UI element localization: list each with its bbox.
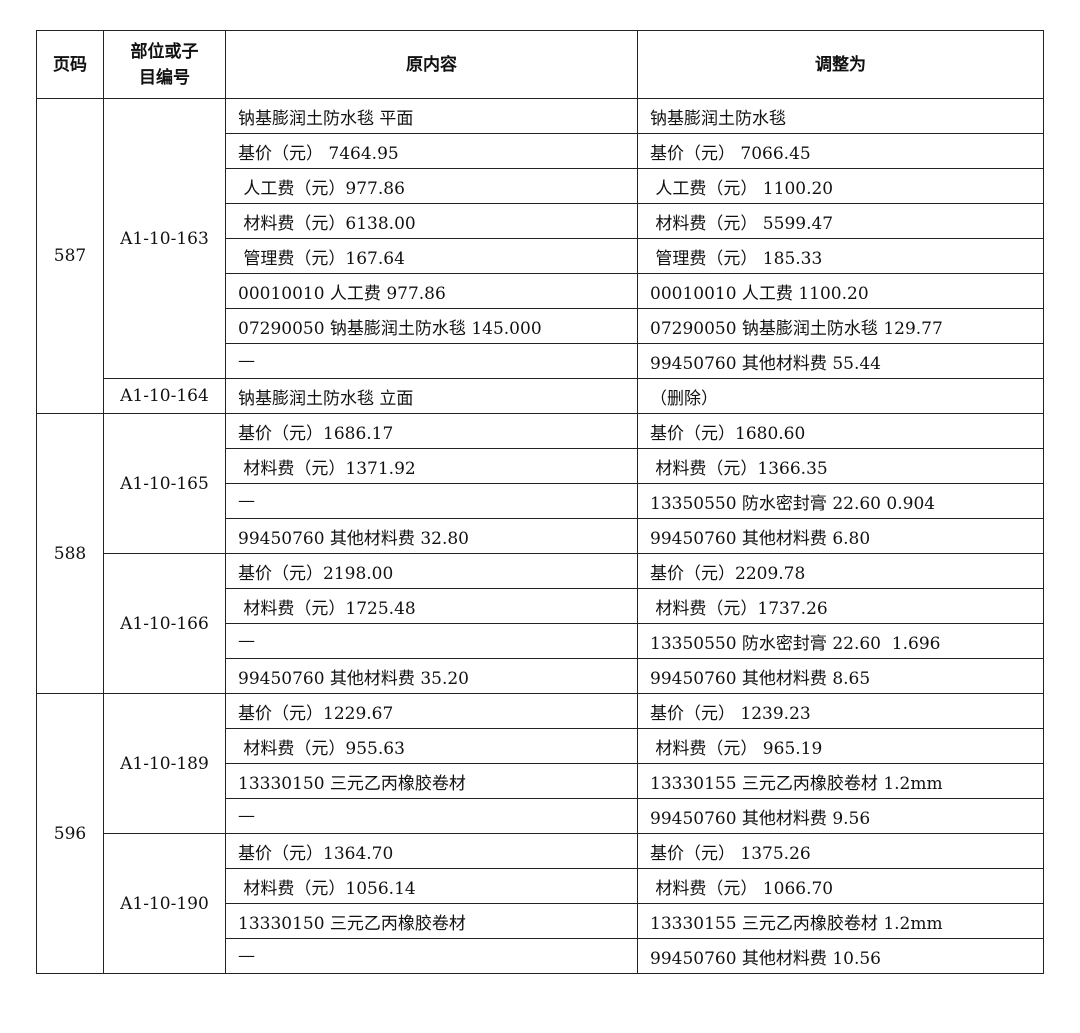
adjusted-content-cell: 99450760 其他材料费 10.56 [637,938,1044,974]
original-content-cell: 99450760 其他材料费 35.20 [225,658,638,694]
adjusted-content-cell: 管理费（元） 185.33 [637,238,1044,274]
header-code-text: 部位或子目编号 [130,41,199,88]
original-content-cell: 人工费（元）977.86 [225,168,638,204]
original-content-cell: — [225,483,638,519]
table-row: 人工费（元）977.86 人工费（元） 1100.20 [37,168,1044,204]
original-content-cell: 基价（元）1686.17 [225,413,638,449]
original-content-cell: 材料费（元）1056.14 [225,868,638,904]
adjusted-content-cell: 材料费（元） 965.19 [637,728,1044,764]
adjusted-content-cell: （删除） [637,378,1044,414]
adjusted-content-cell: 99450760 其他材料费 55.44 [637,343,1044,379]
original-content-cell: — [225,623,638,659]
page-number-cell: 588 [36,413,104,694]
adjusted-content-cell: 基价（元）2209.78 [637,553,1044,589]
adjusted-content-cell: 99450760 其他材料费 9.56 [637,798,1044,834]
item-code-cell: A1-10-165 [103,413,226,554]
header-code: 部位或子目编号 [103,30,226,99]
adjusted-content-cell: 13350550 防水密封膏 22.60 0.904 [637,483,1044,519]
adjusted-content-cell: 基价（元） 1375.26 [637,833,1044,869]
adjusted-content-cell: 基价（元） 7066.45 [637,133,1044,169]
item-code-cell: A1-10-190 [103,833,226,974]
adjusted-content-cell: 13330155 三元乙丙橡胶卷材 1.2mm [637,763,1044,799]
item-code-cell: A1-10-163 [103,98,226,379]
original-content-cell: 基价（元）2198.00 [225,553,638,589]
table-row: 13330150 三元乙丙橡胶卷材 13330155 三元乙丙橡胶卷材 1.2mm [37,903,1044,939]
original-content-cell: 00010010 人工费 977.86 [225,273,638,309]
table-row: 588 A1-10-165 基价（元）1686.17 基价（元）1680.60 [36,413,1044,694]
item-code-cell: A1-10-166 [103,553,226,694]
item-code-cell: A1-10-189 [103,693,226,834]
page-number-cell: 587 [36,98,104,414]
original-content-cell: 13330150 三元乙丙橡胶卷材 [225,763,638,799]
table-row: —99450760 其他材料费 10.56 [37,938,1044,974]
original-content-cell: 13330150 三元乙丙橡胶卷材 [225,903,638,939]
original-content-cell: 材料费（元）6138.00 [225,203,638,239]
adjusted-content-cell: 07290050 钠基膨润土防水毯 129.77 [637,308,1044,344]
adjusted-content-cell: 基价（元） 1239.23 [637,693,1044,729]
original-content-cell: — [225,343,638,379]
page-number-cell: 596 [36,693,104,974]
adjusted-content-cell: 材料费（元）1737.26 [637,588,1044,624]
adjusted-content-cell: 13330155 三元乙丙橡胶卷材 1.2mm [637,903,1044,939]
table-row: 99450760 其他材料费 32.80 99450760 其他材料费 6.80 [37,518,1044,554]
table-row: 管理费（元）167.64 管理费（元） 185.33 [37,238,1044,274]
original-content-cell: 材料费（元）1371.92 [225,448,638,484]
table-row: 13330150 三元乙丙橡胶卷材 13330155 三元乙丙橡胶卷材 1.2mm [37,763,1044,799]
original-content-cell: 基价（元）1364.70 [225,833,638,869]
table-row: 596 A1-10-189 基价（元）1229.67 基价（元） 1239.23 [36,693,1044,974]
table-row: 材料费（元）6138.00 材料费（元） 5599.47 [37,203,1044,239]
table-row: 材料费（元）1371.92 材料费（元）1366.35 [37,448,1044,484]
adjusted-content-cell: 人工费（元） 1100.20 [637,168,1044,204]
adjusted-content-cell: 99450760 其他材料费 8.65 [637,658,1044,694]
table-row: A1-10-190 基价（元）1364.70 基价（元） 1375.26 [37,833,1044,974]
table-row: 材料费（元）1725.48 材料费（元）1737.26 [37,588,1044,624]
header-original: 原内容 [225,30,638,99]
adjustment-table: 页码 部位或子目编号 原内容 调整为 587 A1-10-163 钠基膨润土防水毯 … [36,30,1044,974]
item-code-cell: A1-10-164 [103,378,226,414]
table-row: —13350550 防水密封膏 22.60 0.904 [37,483,1044,519]
original-content-cell: — [225,938,638,974]
table-row: 00010010 人工费 977.86 00010010 人工费 1100.20 [37,273,1044,309]
header-page: 页码 [36,30,104,99]
original-content-cell: 基价（元）1229.67 [225,693,638,729]
header-adjusted: 调整为 [637,30,1044,99]
adjusted-content-cell: 材料费（元） 5599.47 [637,203,1044,239]
table-row: A1-10-164 钠基膨润土防水毯 立面 （删除） [37,378,1044,414]
original-content-cell: 07290050 钠基膨润土防水毯 145.000 [225,308,638,344]
adjusted-content-cell: 00010010 人工费 1100.20 [637,273,1044,309]
table-row: 基价（元） 7464.95 基价（元） 7066.45 [37,133,1044,169]
adjusted-content-cell: 钠基膨润土防水毯 [637,98,1044,134]
table-row: —99450760 其他材料费 9.56 [37,798,1044,834]
original-content-cell: 钠基膨润土防水毯 平面 [225,98,638,134]
table-row: 587 A1-10-163 钠基膨润土防水毯 平面 钠基膨润土防水毯 [36,98,1044,414]
original-content-cell: 材料费（元）1725.48 [225,588,638,624]
adjusted-content-cell: 材料费（元）1366.35 [637,448,1044,484]
adjusted-content-cell: 13350550 防水密封膏 22.60 1.696 [637,623,1044,659]
original-content-cell: 钠基膨润土防水毯 立面 [225,378,638,414]
adjusted-content-cell: 99450760 其他材料费 6.80 [637,518,1044,554]
original-content-cell: 基价（元） 7464.95 [225,133,638,169]
table-row: 07290050 钠基膨润土防水毯 145.000 07290050 钠基膨润土防… [37,308,1044,344]
original-content-cell: — [225,798,638,834]
header-row: 页码 部位或子目编号 原内容 调整为 [36,30,1044,99]
original-content-cell: 材料费（元）955.63 [225,728,638,764]
adjusted-content-cell: 基价（元）1680.60 [637,413,1044,449]
table-row: —99450760 其他材料费 55.44 [37,343,1044,379]
adjusted-content-cell: 材料费（元） 1066.70 [637,868,1044,904]
original-content-cell: 管理费（元）167.64 [225,238,638,274]
original-content-cell: 99450760 其他材料费 32.80 [225,518,638,554]
table-row: A1-10-166 基价（元）2198.00 基价（元）2209.78 [37,553,1044,694]
